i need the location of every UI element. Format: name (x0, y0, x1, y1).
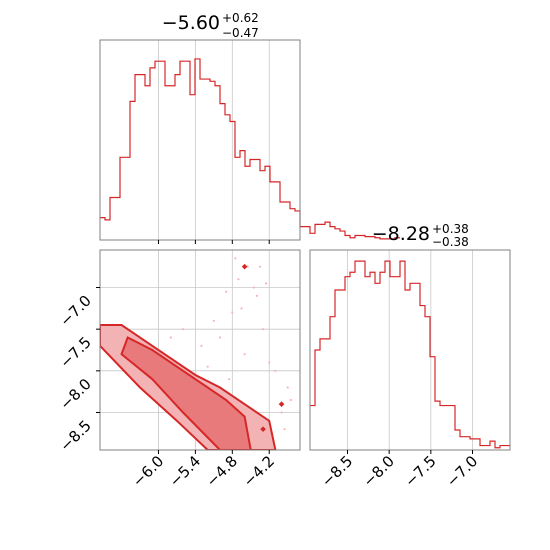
scatter-point (274, 369, 277, 372)
bottom-left-scatter (169, 257, 292, 431)
outlier-marker (241, 263, 248, 270)
scatter-point (265, 282, 268, 285)
bottom-right-ticks (347, 450, 473, 454)
scatter-point (218, 336, 222, 339)
scatter-point (181, 328, 185, 331)
x-tick-label: −4.2 (240, 452, 278, 490)
panel-bottom-right: −8.28 +0.38 −0.38 −8.5 −8.0 −7.5 −7.0 (309, 222, 511, 491)
top-left-histogram-line (100, 58, 400, 240)
scatter-point (286, 386, 289, 389)
scatter-point (225, 290, 228, 293)
scatter-point (212, 319, 215, 322)
bottom-right-histogram-line (310, 260, 510, 449)
scatter-point (283, 428, 286, 431)
scatter-point (280, 411, 283, 414)
bottom-left-ticks (96, 287, 270, 454)
top-left-title-minus: −0.47 (222, 26, 259, 40)
bottom-right-title-plus: +0.38 (432, 222, 469, 236)
scatter-point (228, 378, 231, 381)
scatter-point (289, 398, 292, 402)
x-tick-label: −8.0 (360, 452, 398, 490)
scatter-point (246, 265, 249, 268)
scatter-point (206, 365, 209, 368)
scatter-point (243, 353, 246, 356)
bottom-right-grid (347, 250, 473, 450)
panel-bottom-left: −6.0 −5.4 −4.8 −4.2 −7.0 −7.5 −8.0 −8.5 (56, 249, 301, 491)
x-tick-label: −5.4 (166, 452, 204, 490)
outlier-markers (241, 263, 285, 432)
x-tick-label: −6.0 (129, 452, 167, 490)
top-left-title-plus: +0.62 (222, 11, 259, 25)
bottom-right-title-median: −8.28 (372, 223, 430, 245)
bottom-left-x-tick-labels: −6.0 −5.4 −4.8 −4.2 (129, 452, 278, 490)
top-left-title: −5.60 (162, 12, 220, 34)
scatter-point (200, 344, 203, 347)
top-left-grid (158, 40, 270, 240)
scatter-point (240, 307, 243, 310)
bottom-right-x-tick-labels: −8.5 −8.0 −7.5 −7.0 (318, 452, 481, 490)
x-tick-label: −4.8 (203, 452, 241, 490)
scatter-point (261, 328, 265, 331)
y-tick-label: −7.0 (56, 292, 94, 330)
scatter-point (237, 278, 240, 281)
top-left-title-median: −5.60 (162, 12, 220, 34)
scatter-point (258, 265, 262, 268)
inner-contour-fill (120, 336, 252, 450)
scatter-point (231, 311, 234, 314)
outlier-marker (278, 401, 285, 407)
top-left-axes-frame (99, 39, 301, 241)
scatter-point (252, 286, 255, 289)
y-tick-label: −8.5 (56, 417, 94, 455)
bottom-right-axes-frame (309, 249, 511, 451)
bottom-right-title-minus: −0.38 (432, 235, 469, 249)
bottom-right-title: −8.28 (372, 223, 430, 245)
scatter-point (255, 294, 259, 297)
x-tick-label: −8.5 (318, 452, 356, 490)
scatter-point (268, 361, 271, 364)
panel-top-left: −5.60 +0.62 −0.47 (99, 11, 400, 244)
y-tick-label: −7.5 (56, 333, 94, 371)
x-tick-label: −7.5 (401, 452, 439, 490)
y-tick-label: −8.0 (56, 375, 94, 413)
scatter-point (169, 336, 172, 339)
bottom-left-y-tick-labels: −7.0 −7.5 −8.0 −8.5 (56, 292, 94, 455)
x-tick-label: −7.0 (443, 452, 481, 490)
scatter-point (234, 257, 237, 260)
outlier-marker (260, 426, 266, 432)
bottom-left-axes-frame (99, 249, 301, 451)
top-left-ticks (157, 240, 270, 244)
